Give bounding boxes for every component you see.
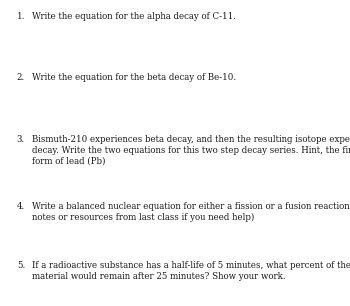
Text: Bismuth-210 experiences beta decay, and then the resulting isotope experiences a: Bismuth-210 experiences beta decay, and … bbox=[32, 135, 350, 144]
Text: decay. Write the two equations for this two step decay series. Hint, the final i: decay. Write the two equations for this … bbox=[32, 146, 350, 155]
Text: Write the equation for the alpha decay of C-11.: Write the equation for the alpha decay o… bbox=[32, 12, 236, 21]
Text: If a radioactive substance has a half-life of 5 minutes, what percent of the ori: If a radioactive substance has a half-li… bbox=[32, 261, 350, 270]
Text: 5.: 5. bbox=[17, 261, 25, 270]
Text: form of lead (Pb): form of lead (Pb) bbox=[32, 157, 105, 166]
Text: 3.: 3. bbox=[17, 135, 25, 144]
Text: 1.: 1. bbox=[17, 12, 25, 21]
Text: material would remain after 25 minutes? Show your work.: material would remain after 25 minutes? … bbox=[32, 271, 285, 281]
Text: notes or resources from last class if you need help): notes or resources from last class if yo… bbox=[32, 213, 254, 222]
Text: Write the equation for the beta decay of Be-10.: Write the equation for the beta decay of… bbox=[32, 73, 236, 82]
Text: Write a balanced nuclear equation for either a fission or a fusion reaction. (Ch: Write a balanced nuclear equation for ei… bbox=[32, 202, 350, 211]
Text: 4.: 4. bbox=[17, 202, 25, 211]
Text: 2.: 2. bbox=[17, 73, 25, 82]
